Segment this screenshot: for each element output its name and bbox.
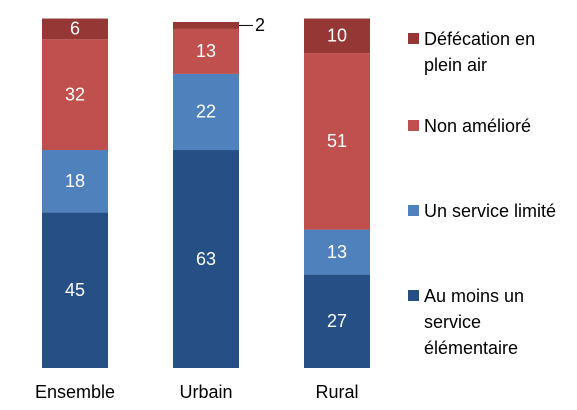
bar-segment	[173, 28, 239, 74]
value-label: 13	[196, 41, 216, 61]
legend-item: Non amélioré	[408, 115, 569, 139]
value-label: 51	[327, 131, 347, 151]
legend-label: Défécation en plein air	[424, 29, 536, 75]
legend-label: Un service limité	[424, 201, 557, 221]
legend-item: Défécation en plein air	[408, 28, 569, 78]
bar-segment	[304, 274, 370, 368]
legend-swatch	[408, 120, 419, 131]
value-label: 6	[70, 19, 80, 39]
legend-label: Au moins un service élémentaire	[424, 286, 525, 358]
bar-segment	[173, 150, 239, 368]
legend-label: Non amélioré	[424, 116, 532, 136]
x-tick-label: Rural	[315, 382, 358, 402]
bar-segment	[42, 18, 108, 40]
plot: 45 18 32 6 Ensemble 63 22 13 2 Urbain 27 13 51 10 Rura…	[35, 15, 370, 402]
value-label: 13	[327, 242, 347, 262]
value-label: 63	[196, 249, 216, 269]
bar-segment	[42, 150, 108, 213]
legend-item: Au moins un service élémentaire	[408, 285, 569, 361]
legend-item: Un service limité	[408, 200, 569, 224]
legend-swatch	[408, 205, 419, 216]
bar-segment	[304, 53, 370, 230]
x-tick-label: Urbain	[179, 382, 232, 402]
x-tick-label: Ensemble	[35, 382, 115, 402]
bar-segment	[173, 73, 239, 151]
value-label: 18	[65, 171, 85, 191]
value-label: 45	[65, 280, 85, 300]
value-label: 22	[196, 102, 216, 122]
value-label: 2	[255, 15, 265, 35]
legend-swatch	[408, 290, 419, 301]
bar-segment	[42, 39, 108, 151]
bar-segment	[173, 22, 239, 29]
bar-segment	[304, 18, 370, 54]
value-label: 10	[327, 26, 347, 46]
value-label: 27	[327, 311, 347, 331]
legend-swatch	[408, 33, 419, 44]
value-label: 32	[65, 84, 85, 104]
bar-segment	[42, 212, 108, 368]
bar-segment	[304, 229, 370, 275]
